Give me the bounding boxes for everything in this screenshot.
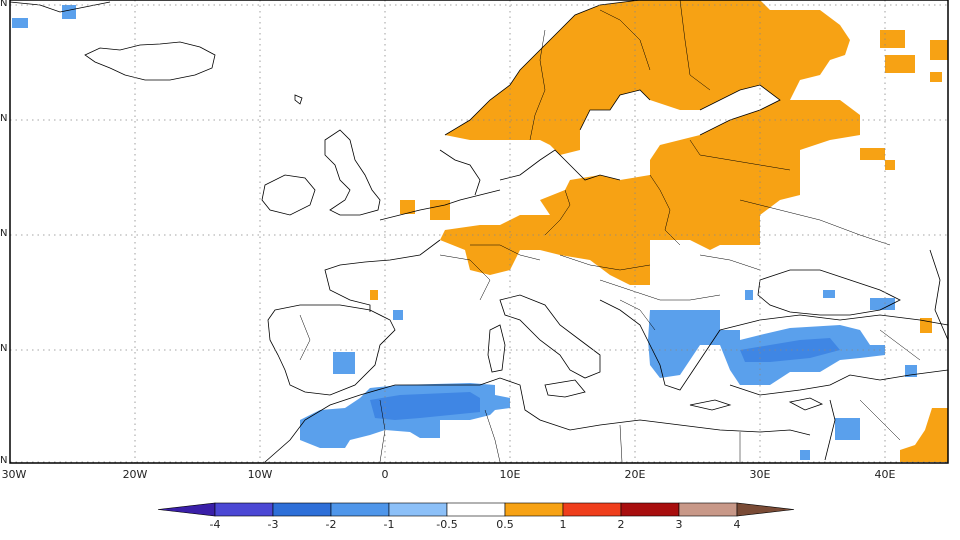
colorbar-tick-label: 3 (675, 518, 683, 531)
coastline-british-isles (324, 129, 381, 216)
border-line (619, 424, 623, 463)
negative-anomaly-cell (835, 418, 860, 440)
latitude-tick-label: N (0, 455, 8, 466)
colorbar-extend-high (736, 502, 795, 517)
colorbar-tick-label: -3 (267, 518, 279, 531)
coastline-italy (499, 294, 601, 379)
coastline-caspian-edge (929, 249, 949, 341)
negative-anomaly-cell (905, 365, 917, 377)
map-frame (9, 0, 949, 464)
longitude-tick-label: 0 (381, 468, 389, 481)
latitude-tick-label: N (0, 343, 8, 354)
colorbar-segment (504, 502, 564, 517)
border-line (619, 299, 656, 331)
coastline-greenland-edge (9, 1, 111, 13)
border-line (439, 254, 491, 301)
coastline-faroe (294, 94, 303, 105)
longitude-tick-label: 30W (1, 468, 27, 481)
border-line (470, 244, 541, 261)
colorbar-segment (388, 502, 448, 517)
latitude-tick-label: N (0, 228, 8, 239)
border-line (699, 254, 761, 271)
coastline-black-sea (757, 269, 901, 316)
negative-anomaly-cell (12, 18, 28, 28)
longitude-tick-label: 10W (247, 468, 273, 481)
border-line (599, 9, 651, 71)
colorbar-tick-label: -2 (325, 518, 337, 531)
positive-anomaly-cell (370, 290, 378, 300)
border-line (484, 409, 501, 463)
longitude-tick-label: 20W (122, 468, 148, 481)
colorbar-tick-label: 4 (733, 518, 741, 531)
border-line (529, 29, 546, 141)
coastline-western-europe (324, 189, 501, 312)
colorbar-segment (678, 502, 738, 517)
positive-anomaly-cell (430, 200, 450, 220)
colorbar (157, 502, 795, 517)
coastline-cyprus (788, 397, 824, 411)
positive-anomaly-cell (860, 148, 885, 160)
colorbar-tick-label: -0.5 (436, 518, 458, 531)
positive-anomaly-cell (880, 30, 905, 48)
longitude-tick-label: 10E (499, 468, 521, 481)
colorbar-tick-label: -4 (209, 518, 221, 531)
colorbar-segment (446, 502, 506, 517)
colorbar-segment (214, 502, 274, 517)
negative-anomaly-balkans (648, 310, 740, 378)
coastline-sardinia-corsica (487, 324, 506, 373)
negative-anomaly-north-africa-core (370, 392, 480, 420)
border-line (544, 189, 571, 236)
latitude-tick-label: N (0, 113, 8, 124)
coastline-crete (689, 399, 732, 411)
negative-anomaly-cell (800, 450, 810, 460)
coastline-ireland (261, 174, 316, 216)
colorbar-tick-label: 1 (559, 518, 567, 531)
colorbar-tick-label: 0.5 (496, 518, 514, 531)
negative-anomaly-cell (823, 290, 835, 298)
coastline-scandinavia (439, 0, 781, 196)
colorbar-segment (330, 502, 390, 517)
border-line (739, 199, 891, 246)
positive-anomaly-cell (930, 72, 942, 82)
coastline-iceland (84, 41, 216, 81)
border-line (599, 279, 721, 301)
positive-anomaly-cell (400, 200, 415, 214)
negative-anomaly-regions (12, 5, 917, 460)
negative-anomaly-cell (333, 352, 355, 374)
colorbar-segment (620, 502, 680, 517)
coastline-levant (824, 399, 836, 461)
border-line (299, 314, 311, 361)
negative-anomaly-cell (62, 5, 76, 19)
colorbar-segment (272, 502, 332, 517)
coastline-sicily (544, 379, 586, 398)
colorbar-segment (562, 502, 622, 517)
coastline-north-africa (264, 377, 811, 463)
border-line (689, 139, 791, 171)
colorbar-extend-low (157, 502, 216, 517)
positive-anomaly-scandinavia (440, 0, 860, 285)
negative-anomaly-cell (870, 298, 895, 310)
negative-anomaly-cell (393, 310, 403, 320)
positive-anomaly-cell (885, 55, 915, 73)
border-line (679, 0, 711, 91)
negative-anomaly-cell (745, 290, 753, 300)
longitude-tick-label: 40E (874, 468, 896, 481)
colorbar-tick-label: -1 (383, 518, 395, 531)
positive-anomaly-cell (930, 40, 948, 60)
longitude-tick-label: 20E (624, 468, 646, 481)
coastline-balkans-greece (599, 299, 721, 391)
positive-anomaly-levant (900, 408, 948, 462)
latitude-tick-label: N (0, 0, 8, 9)
border-line (879, 329, 921, 361)
colorbar-tick-label: 2 (617, 518, 625, 531)
positive-anomaly-cell (885, 160, 895, 170)
border-line (559, 254, 651, 271)
border-line (859, 399, 901, 441)
negative-anomaly-anatolia-core (740, 338, 840, 362)
longitude-tick-label: 30E (749, 468, 771, 481)
